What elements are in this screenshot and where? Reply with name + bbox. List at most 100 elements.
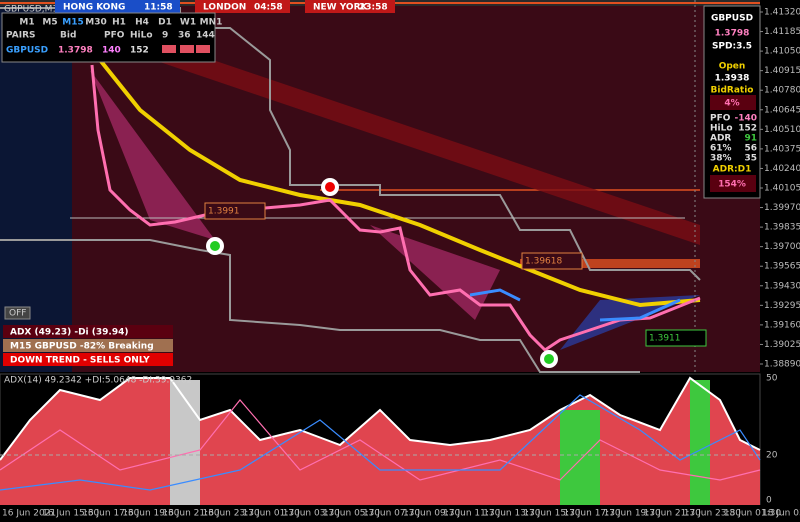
time-tick-label: 17 Jun 21:30 (644, 509, 701, 519)
price-tick-label: 1.40915 (764, 66, 800, 76)
indicator-tick-label: 0 (766, 496, 772, 506)
adx-line (0, 376, 761, 461)
off-button-label: OFF (9, 309, 26, 319)
signal-line (90, 64, 701, 352)
moving-average (98, 58, 701, 308)
time-axis (0, 505, 800, 522)
time-tick-label: 18 Jun 03:30 (762, 509, 800, 519)
adx-bull (560, 410, 600, 505)
session-tab (55, 0, 180, 13)
timeframe: M1 (19, 18, 34, 28)
price-tick-label: 1.41320 (764, 8, 800, 18)
adx-bull (690, 380, 710, 505)
pairs-value: 140 (102, 46, 121, 56)
info-value: 152 (738, 124, 757, 134)
open-label: Open (719, 62, 746, 72)
timeframe: D1 (158, 18, 172, 28)
session-time: 11:58 (144, 3, 173, 13)
session-city: NEW YORK (313, 3, 369, 13)
time-tick-label: 16 Jun 19:30 (122, 509, 179, 519)
pairs-header: Bid (60, 31, 76, 41)
time-tick-label: 17 Jun 17:30 (563, 509, 620, 519)
time-tick-label: 16 Jun 15:30 (42, 509, 99, 519)
bid: 1.3798 (715, 29, 750, 39)
price-tick-label: 1.40510 (764, 125, 800, 135)
minus-di (0, 399, 761, 481)
price-tick-label: 1.40240 (764, 164, 800, 174)
timeframe: H4 (135, 18, 149, 28)
price-tick-label: 1.40780 (764, 86, 800, 96)
timeframe: M15 (62, 18, 83, 28)
time-tick-label: 17 Jun 15:30 (523, 509, 580, 519)
bid-ratio-bar (710, 95, 756, 110)
pairs-header: PFO (104, 31, 125, 41)
pairs-value: 152 (130, 46, 149, 56)
info-value: -140 (734, 114, 757, 124)
price-label: 1.39618 (525, 257, 562, 267)
info-key: 38% (710, 154, 732, 164)
session-time: 23:58 (359, 3, 388, 13)
indicator-tick-label: 20 (766, 451, 778, 461)
trend-channel (95, 20, 700, 245)
time-tick-label: 16 Jun 2021 (2, 509, 56, 519)
time-tick-label: 16 Jun 23:30 (203, 509, 260, 519)
timeframe: W1 (180, 18, 196, 28)
indicator-label: ADX(14) 49.2342 +DI:5.0648 -DI:39.9362 (4, 376, 192, 386)
info-value: 35 (744, 154, 757, 164)
price-label-box (645, 329, 707, 347)
time-tick-label: 16 Jun 21:30 (162, 509, 219, 519)
pairs-panel (1, 12, 216, 63)
timeframe: M30 (85, 18, 106, 28)
timeframe: M5 (42, 18, 57, 28)
price-tick-label: 1.39700 (764, 242, 800, 252)
price-tick-label: 1.39835 (764, 223, 800, 233)
session-city: HONG KONG (63, 3, 125, 13)
session-tab (195, 0, 290, 13)
pairs-value: GBPUSD (6, 46, 48, 56)
price-tick-label: 1.39565 (764, 262, 800, 272)
chart-label: GBPUSD,M15 (4, 5, 64, 15)
price-label: 1.3911 (649, 334, 681, 344)
price-label: 1.3991 (208, 207, 240, 217)
pairs-header: 9 (162, 31, 168, 41)
price-tick-label: 1.39025 (764, 340, 800, 350)
time-tick-label: 18 Jun 01:30 (724, 509, 781, 519)
price-tick-label: 1.38890 (764, 360, 800, 370)
lower-band (0, 239, 640, 373)
open: 1.3938 (715, 74, 750, 84)
off-button (4, 306, 31, 320)
price-tick-label: 1.41050 (764, 47, 800, 57)
overlay-box (3, 325, 173, 338)
price-tick-label: 1.41185 (764, 27, 800, 37)
bid-ratio: 4% (724, 99, 739, 109)
strength-bar (196, 45, 210, 53)
price-label-box (521, 252, 583, 270)
info-value: 91 (744, 134, 757, 144)
time-tick-label: 17 Jun 11:30 (443, 509, 500, 519)
overlay-text: DOWN TREND - SELLS ONLY (10, 356, 150, 366)
strength-bar (180, 45, 194, 53)
time-tick-label: 16 Jun 17:30 (82, 509, 139, 519)
price-tick-label: 1.39295 (764, 301, 800, 311)
price-tick-label: 1.40375 (764, 144, 800, 154)
price-tick-label: 1.39160 (764, 320, 800, 330)
session-city: LONDON (203, 3, 246, 13)
indicator-tick-label: 50 (766, 374, 778, 384)
signal-line (469, 288, 521, 302)
wedge (90, 70, 215, 240)
spread: SPD:3.5 (712, 42, 752, 52)
price-tick-label: 1.40645 (764, 105, 800, 115)
plus-di (0, 394, 761, 491)
overlay-text: M15 GBPUSD -82% Breaking (10, 342, 154, 352)
time-tick-label: 17 Jun 13:30 (483, 509, 540, 519)
overlay-text: ADX (49.23) -Di (39.94) (10, 328, 128, 338)
time-tick-label: 17 Jun 07:30 (363, 509, 420, 519)
timeframe: H1 (112, 18, 126, 28)
time-tick-label: 17 Jun 03:30 (283, 509, 340, 519)
zone (520, 259, 700, 268)
overlay-box (3, 339, 173, 352)
info-key: 61% (710, 144, 732, 154)
buy-signal (544, 354, 554, 364)
adr: 154% (718, 180, 746, 190)
